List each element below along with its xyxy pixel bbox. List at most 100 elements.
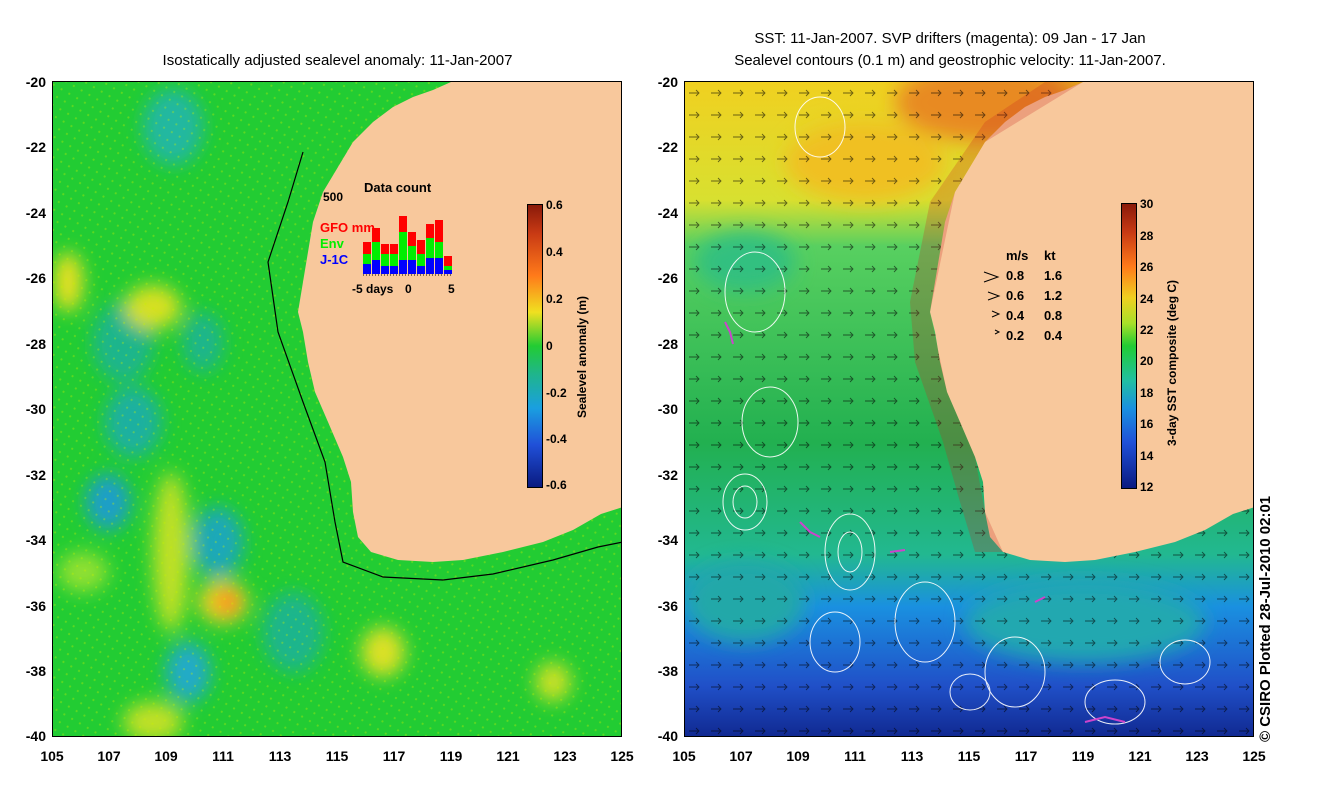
velocity-ms: 0.8	[1006, 268, 1025, 283]
y-tick: -22	[25, 139, 46, 155]
y-tick: -34	[657, 532, 678, 548]
x-tick: 119	[1071, 748, 1095, 764]
bar-stack	[417, 240, 425, 274]
sealevel-anomaly-map	[52, 81, 622, 737]
velocity-kt: 1.2	[1044, 288, 1063, 303]
cb-tick: 24	[1140, 292, 1154, 306]
arrow-glyph-0.4	[991, 310, 1001, 318]
sealevel-colorbar	[527, 204, 543, 488]
x-tick: 125	[610, 748, 634, 764]
data-count-xtick: 5	[448, 282, 455, 296]
bar-stack	[399, 216, 407, 274]
cb-tick: 0.4	[546, 245, 563, 259]
data-count-title: Data count	[364, 180, 432, 195]
bar-stack	[390, 244, 398, 274]
arrow-glyph-0.8	[983, 271, 1000, 283]
cb-tick: 16	[1140, 417, 1154, 431]
y-tick: -36	[25, 598, 46, 614]
isobath-contour	[267, 151, 621, 581]
y-tick: -26	[25, 270, 46, 286]
bar-stack	[408, 232, 416, 274]
data-count-xlabel: days	[366, 282, 394, 296]
x-tick: 115	[957, 748, 981, 764]
y-tick: -40	[25, 728, 46, 744]
arrow-glyph-0.6	[987, 291, 1001, 301]
y-tick: -20	[25, 74, 46, 90]
y-tick: -38	[25, 663, 46, 679]
x-tick: 109	[154, 748, 178, 764]
bar-stack	[381, 244, 389, 274]
x-tick: 117	[1014, 748, 1038, 764]
cb-tick: -0.6	[546, 478, 567, 492]
x-tick: 111	[844, 748, 866, 764]
y-tick: -38	[657, 663, 678, 679]
velocity-kt: 1.6	[1044, 268, 1063, 283]
left-map-title: Isostatically adjusted sealevel anomaly:…	[162, 52, 513, 69]
y-tick: -26	[657, 270, 678, 286]
data-count-inset: Data count 500 GFO mm Env J-1C -5 days 0…	[318, 178, 468, 298]
velocity-legend-kt-header: kt	[1044, 248, 1056, 263]
cb-tick: 22	[1140, 323, 1154, 337]
x-tick: 113	[268, 748, 292, 764]
legend-env: Env	[320, 236, 344, 251]
x-tick: 117	[382, 748, 406, 764]
velocity-legend-ms-header: m/s	[1006, 248, 1029, 263]
cb-tick: 12	[1140, 480, 1154, 494]
y-tick: -32	[657, 467, 678, 483]
x-tick: 123	[1185, 748, 1209, 764]
x-tick: 115	[325, 748, 349, 764]
sst-colorbar-label: 3-day SST composite (deg C)	[1165, 279, 1179, 446]
bar-stack	[426, 224, 434, 274]
y-tick: -20	[657, 74, 678, 90]
legend-gfo: GFO mm	[320, 220, 375, 235]
x-tick: 105	[40, 748, 64, 764]
csiro-credit: © CSIRO Plotted 28-Jul-2010 02:01	[1257, 495, 1274, 742]
arrow-glyph-0.2	[994, 329, 1001, 335]
bar-stack	[363, 242, 371, 274]
sst-map	[684, 81, 1254, 737]
x-tick: 113	[900, 748, 924, 764]
data-count-xtick: 0	[405, 282, 412, 296]
y-tick: -30	[25, 401, 46, 417]
x-tick: 121	[1128, 748, 1152, 764]
sst-field	[685, 82, 1253, 736]
x-tick: 107	[97, 748, 121, 764]
sealevel-anomaly-field	[53, 82, 621, 736]
velocity-ms: 0.4	[1006, 308, 1025, 323]
cb-tick: 0.6	[546, 198, 563, 212]
right-map-title-line1: SST: 11-Jan-2007. SVP drifters (magenta)…	[754, 30, 1146, 47]
sealevel-colorbar-label: Sealevel anomaly (m)	[575, 295, 589, 418]
x-tick: 107	[729, 748, 753, 764]
cb-tick: 14	[1140, 449, 1154, 463]
data-count-xtick: -5	[352, 282, 363, 296]
cb-tick: 20	[1140, 354, 1154, 368]
y-tick: -30	[657, 401, 678, 417]
sst-colorbar	[1121, 203, 1137, 489]
velocity-kt: 0.4	[1044, 328, 1063, 343]
data-count-ymax: 500	[323, 190, 344, 204]
australia-landmass	[930, 82, 1253, 562]
x-tick: 111	[212, 748, 234, 764]
y-tick: -28	[25, 336, 46, 352]
velocity-ms: 0.2	[1006, 328, 1025, 343]
sealevel-contours	[722, 96, 1211, 725]
right-map-title-line2: Sealevel contours (0.1 m) and geostrophi…	[734, 52, 1166, 69]
leeuwin-current	[910, 82, 1083, 552]
y-tick: -36	[657, 598, 678, 614]
cb-tick: 0.2	[546, 292, 563, 306]
cb-tick: 26	[1140, 260, 1154, 274]
y-tick: -34	[25, 532, 46, 548]
y-tick: -24	[25, 205, 46, 221]
legend-j1c: J-1C	[320, 252, 349, 267]
bar-stack	[372, 228, 380, 274]
cb-tick: 28	[1140, 229, 1154, 243]
x-tick: 105	[672, 748, 696, 764]
x-tick: 121	[496, 748, 520, 764]
velocity-legend: m/s kt 0.8 1.6 0.6 1.2 0.4 0.8 0.2 0.4	[980, 248, 1090, 348]
svp-drifter-tracks	[724, 321, 1126, 723]
bar-stack	[435, 220, 443, 274]
velocity-arrow-glyphs	[983, 271, 1001, 335]
velocity-kt: 0.8	[1044, 308, 1063, 323]
cb-tick: 0	[546, 339, 553, 353]
x-tick: 109	[786, 748, 810, 764]
